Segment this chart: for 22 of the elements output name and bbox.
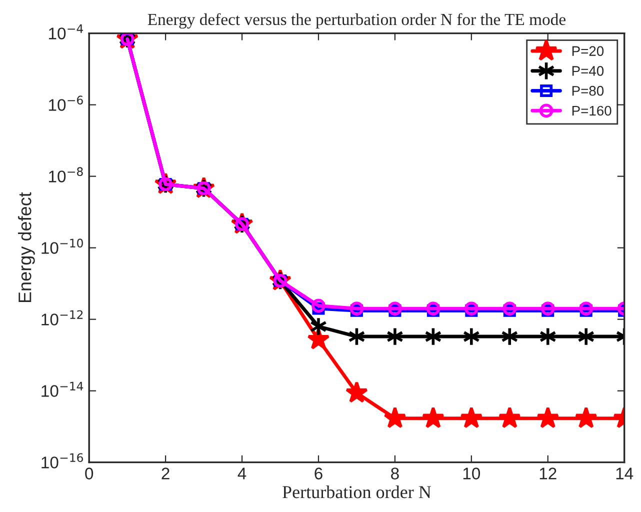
x-tick-label: 6 — [314, 468, 322, 480]
x-tick-label: 8 — [391, 468, 399, 480]
y-tick-label: 10$^{−6}$ — [49, 96, 83, 111]
y-tick-label: 10$^{−10}$ — [42, 238, 83, 254]
y-tick-label: 10$^{−8}$ — [49, 167, 83, 182]
chart-title: Energy defect versus the perturbation order N for the TE mode — [148, 13, 566, 29]
legend-label: P=20 — [572, 46, 604, 56]
y-tick-label: 10$^{−4}$ — [49, 24, 83, 40]
x-tick-label: 0 — [85, 468, 94, 480]
x-tick-label: 2 — [162, 468, 170, 480]
legend-label: P=80 — [572, 86, 604, 96]
x-tick-label: 4 — [238, 468, 246, 480]
y-tick-label: 10$^{−14}$ — [42, 382, 84, 397]
x-tick-label: 14 — [616, 468, 634, 480]
x-tick-label: 10 — [463, 468, 480, 480]
x-axis-title: Perturbation order N — [282, 486, 432, 498]
legend-label: P=160 — [572, 106, 612, 116]
y-axis-title: Energy defect — [18, 192, 35, 302]
x-tick-label: 12 — [540, 468, 556, 480]
legend-label: P=40 — [572, 66, 604, 76]
y-tick-label: 10$^{−12}$ — [42, 310, 83, 326]
y-tick-label: 10$^{−16}$ — [42, 453, 83, 468]
